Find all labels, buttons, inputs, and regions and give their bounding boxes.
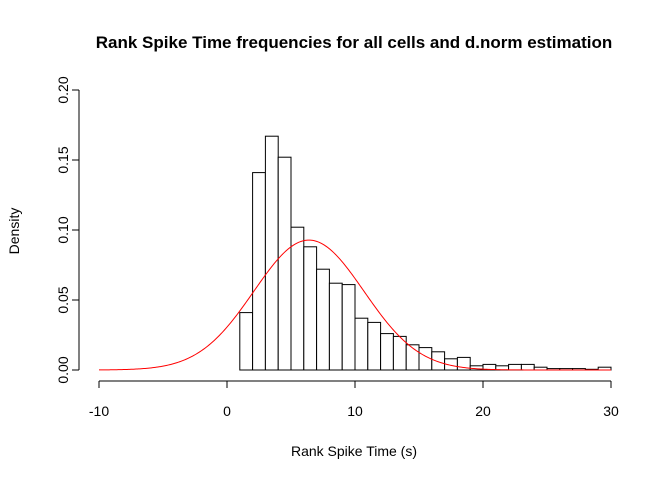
histogram-bar (239, 312, 254, 371)
histogram-bar (290, 226, 305, 371)
histogram-bar (252, 172, 266, 371)
histogram-bar (316, 268, 330, 371)
y-tick-label: 0.00 (55, 356, 71, 383)
y-tick-label: 0.15 (55, 146, 71, 173)
histogram-bar (354, 317, 369, 371)
chart-title: Rank Spike Time frequencies for all cell… (96, 33, 612, 52)
histogram-bar (328, 282, 343, 371)
x-axis-label: Rank Spike Time (s) (291, 443, 417, 459)
x-tick-label: 0 (223, 403, 231, 419)
histogram-bar (277, 156, 292, 371)
histogram-bar (264, 135, 279, 371)
histogram-bar (431, 351, 446, 371)
histogram-bar (520, 363, 535, 371)
x-tick-label: 30 (603, 403, 619, 419)
y-axis-label: Density (6, 208, 22, 255)
x-tick-label: 10 (347, 403, 363, 419)
x-tick-label: 20 (475, 403, 491, 419)
histogram-bar (341, 284, 356, 371)
x-axis: -10 0 10 20 30 (89, 380, 619, 419)
y-tick-label: 0.20 (55, 76, 71, 103)
histogram-bar (303, 246, 318, 371)
y-tick-label: 0.05 (55, 286, 71, 313)
x-tick-label: -10 (89, 403, 109, 419)
bars-group (239, 135, 612, 371)
normal-density-curve (98, 239, 611, 371)
y-tick-label: 0.10 (55, 216, 71, 243)
histogram-bar (508, 363, 522, 371)
histogram-bar (380, 333, 394, 371)
y-axis: 0.00 0.05 0.10 0.15 0.20 (55, 76, 80, 384)
histogram-bar (367, 321, 382, 371)
